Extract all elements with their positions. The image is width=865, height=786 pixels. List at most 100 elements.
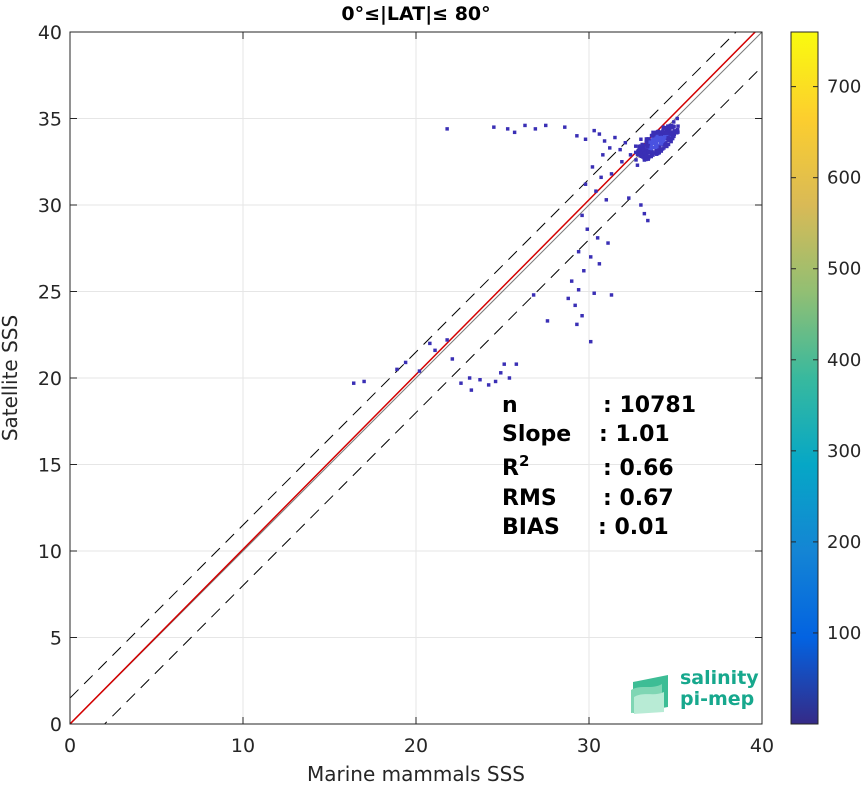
data-point [652,139,656,143]
logo-text-line1: salinity [680,667,759,689]
data-point [576,249,581,254]
data-point [661,129,665,134]
colorbar-tick-label: 600 [827,168,861,189]
y-tick-label: 40 [38,22,62,44]
data-point [582,269,586,273]
data-point [671,131,676,135]
chart-title: 0°≤|LAT|≤ 80° [341,3,490,25]
data-point [583,182,588,186]
data-point [646,157,650,161]
data-point [661,138,666,143]
colorbar-tick-label: 700 [827,77,861,98]
x-tick-label: 40 [750,735,774,757]
data-point [563,125,567,129]
data-point [654,149,659,153]
data-point [499,371,503,375]
data-point [544,123,548,128]
data-point [493,379,498,384]
data-point [531,293,536,297]
data-point [620,160,624,164]
data-point [445,127,449,131]
y-tick-label: 10 [38,541,62,563]
data-point [608,146,612,150]
data-point [643,143,647,148]
data-point [654,141,659,145]
data-point [646,218,650,223]
data-point [657,138,662,142]
data-point [403,360,408,365]
y-tick-label: 20 [38,368,62,390]
salinity-pi-mep-logo: salinity pi-mep [631,667,759,714]
colorbar-tick-label: 100 [827,623,861,644]
data-point [573,303,577,308]
y-tick-label: 15 [38,455,62,477]
data-point [492,125,496,129]
data-point [351,381,356,385]
data-point [668,132,672,136]
data-point [589,255,593,259]
data-point [642,155,646,160]
data-point [642,150,647,155]
data-point [639,137,643,141]
data-point [672,120,676,124]
data-point [639,203,643,207]
colorbar-tick-label: 200 [827,532,861,553]
data-point [658,145,662,149]
colorbar-tick-label: 300 [827,441,861,462]
data-point [395,367,399,372]
data-point [507,376,512,380]
data-point [433,348,437,353]
colorbar [790,31,819,725]
stat-value: : 10781 [603,393,696,418]
data-point [666,124,670,128]
x-tick-label: 20 [404,735,428,757]
y-tick-label: 35 [38,109,62,131]
data-point [445,338,449,342]
data-point [606,241,610,245]
data-point [663,142,668,147]
data-point [512,130,517,135]
axis-ticks: 0 10 20 30 40 0 5 10 15 20 25 30 35 40 [38,22,774,757]
data-point [649,153,653,157]
stat-label: RMS [502,486,557,511]
data-point [575,134,579,138]
wave-logo-icon [631,675,668,714]
data-point [459,381,463,385]
data-point [609,172,614,176]
data-point [646,144,650,149]
data-point [569,279,574,283]
data-point [597,132,602,136]
data-point [613,135,617,140]
data-point [428,341,432,346]
data-point [665,144,669,149]
x-axis-title: Marine mammals SSS [307,762,525,786]
data-point [662,140,667,145]
data-point [609,293,614,297]
data-point [623,140,628,145]
data-points [351,116,680,392]
data-point [478,378,482,382]
data-point [467,376,472,380]
data-point [648,140,652,144]
data-point [644,137,649,141]
data-point [648,146,652,151]
x-tick-label: 0 [64,735,76,757]
data-point [660,132,664,136]
data-point [650,141,655,146]
data-point [502,362,506,366]
colorbar-tick-label: 400 [827,350,861,371]
data-point [654,136,659,140]
data-point [638,144,643,148]
reference-line [70,32,737,699]
data-point [597,262,602,266]
data-point [656,132,661,137]
data-point [576,288,581,292]
data-point [654,143,658,148]
data-point [601,153,605,157]
stat-label: n [502,393,518,418]
data-point [635,163,640,167]
data-point [575,322,579,327]
data-point [661,125,666,129]
data-point [672,129,677,133]
